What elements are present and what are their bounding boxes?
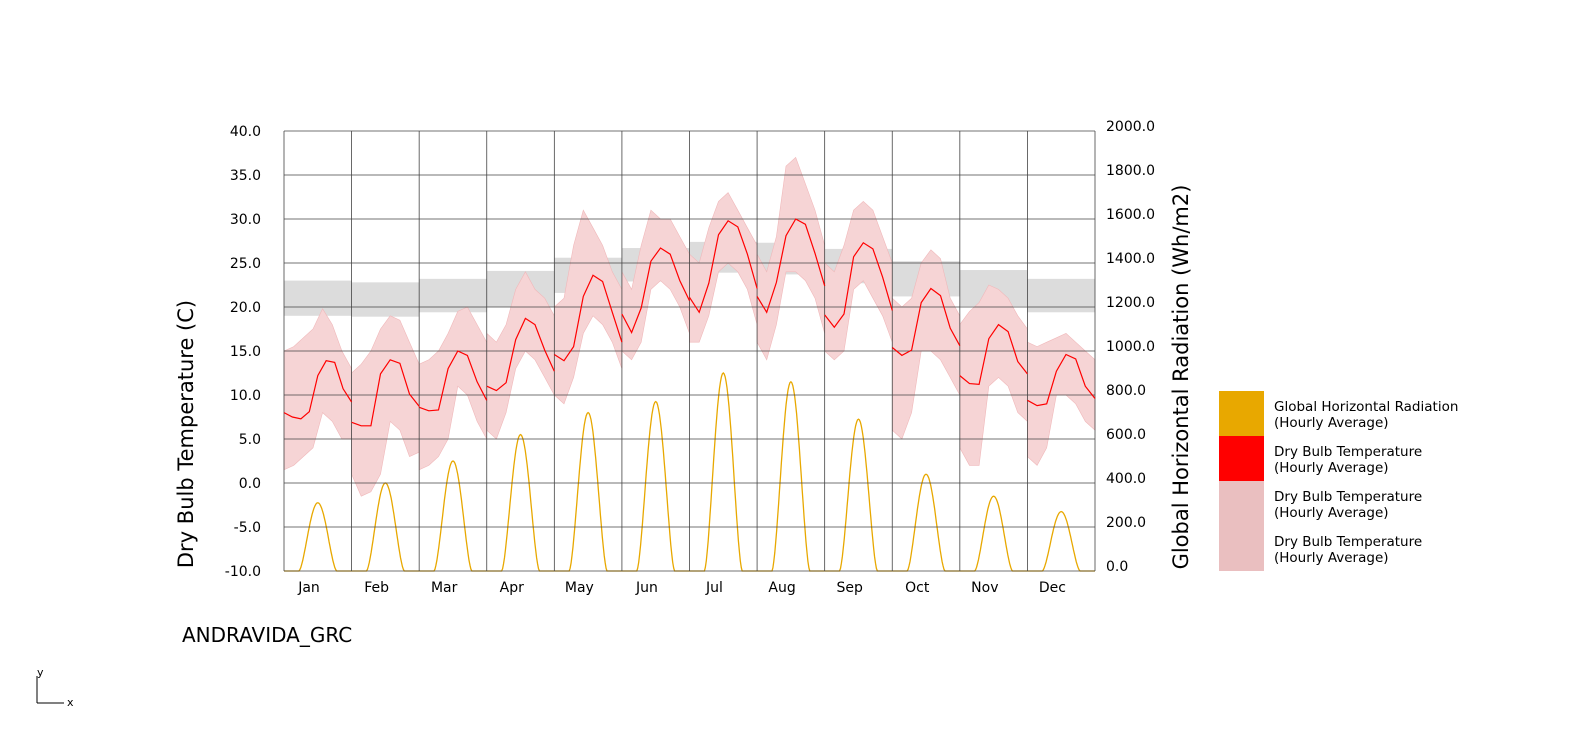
radiation-curve-oct	[892, 473, 960, 572]
x-tick-label-apr: Apr	[500, 580, 524, 596]
temperature-line-sep	[824, 241, 893, 329]
y-right-tick-label: 400.0	[1106, 471, 1146, 487]
temperature-range-dec	[1027, 333, 1096, 466]
legend-swatch	[1219, 436, 1264, 481]
axis-icon-x: x	[67, 696, 74, 709]
legend-label: Dry Bulb Temperature	[1274, 489, 1422, 505]
temperature-line-jul	[688, 219, 758, 314]
y-left-tick-label: -10.0	[225, 564, 261, 580]
y-right-tick-label: 600.0	[1106, 427, 1146, 443]
x-tick-label-jul: Jul	[705, 580, 723, 596]
legend-swatch	[1219, 481, 1264, 526]
y-right-tick-label: 1800.0	[1106, 163, 1155, 179]
radiation-curve-may	[554, 411, 622, 572]
location-label: ANDRAVIDA_GRC	[182, 623, 352, 647]
legend-label: Global Horizontal Radiation	[1274, 399, 1458, 415]
temperature-line-mar	[418, 350, 488, 412]
temperature-line-jan	[283, 360, 353, 420]
temperature-line-may	[553, 274, 623, 362]
y-right-tick-label: 1600.0	[1106, 207, 1155, 223]
x-tick-label-feb: Feb	[364, 580, 389, 596]
radiation-curve-sep	[824, 418, 893, 572]
radiation-curves	[284, 372, 1095, 572]
y-right-tick-label: 1200.0	[1106, 295, 1155, 311]
comfort-band-jan	[284, 280, 352, 316]
temperature-line-dec	[1027, 353, 1096, 407]
legend-swatch	[1219, 391, 1264, 436]
radiation-curve-nov	[959, 495, 1028, 572]
y-left-tick-label: 35.0	[230, 168, 261, 184]
y-left-tick-label: 25.0	[230, 256, 261, 272]
radiation-curve-jan	[284, 502, 352, 572]
temperature-range-nov	[959, 284, 1028, 466]
y-right-tick-label: 200.0	[1106, 515, 1146, 531]
legend-label: (Hourly Average)	[1274, 505, 1389, 521]
legend: Global Horizontal Radiation(Hourly Avera…	[1219, 391, 1458, 571]
legend-label: (Hourly Average)	[1274, 415, 1389, 431]
tick-labels: 40.0 35.0 30.0 25.0 20.0 15.0 10.0 5.0 0.0 -5.0 -1…	[225, 119, 1155, 596]
temperature-lines	[283, 218, 1096, 427]
radiation-curve-apr	[486, 433, 555, 572]
radiation-curve-jul	[689, 372, 758, 572]
legend-label: Dry Bulb Temperature	[1274, 534, 1422, 550]
temperature-range-sep	[824, 200, 893, 361]
radiation-curve-aug	[757, 380, 825, 572]
temperature-line-apr	[486, 317, 555, 392]
y-left-tick-label: 15.0	[230, 344, 261, 360]
temperature-line-oct	[891, 287, 961, 357]
y-left-tick-label: 5.0	[239, 432, 261, 448]
y-right-tick-label: 2000.0	[1106, 119, 1155, 135]
axis-icon-y: y	[37, 666, 44, 679]
x-tick-label-dec: Dec	[1039, 580, 1066, 596]
x-tick-label-may: May	[565, 580, 594, 596]
legend-label: Dry Bulb Temperature	[1274, 444, 1422, 460]
temperature-line-feb	[351, 359, 420, 427]
y-right-tick-label: 1400.0	[1106, 251, 1155, 267]
x-tick-label-aug: Aug	[768, 580, 795, 596]
temperature-range-jul	[689, 192, 758, 343]
radiation-curve-jun	[621, 400, 690, 572]
comfort-band-feb	[351, 282, 420, 317]
y-left-tick-label: -5.0	[234, 520, 261, 536]
y-right-axis-title: Global Horizontal Radiation (Wh/m2)	[1169, 185, 1193, 570]
x-tick-label-jan: Jan	[297, 580, 320, 596]
temperature-line-jun	[621, 247, 691, 334]
legend-label: (Hourly Average)	[1274, 460, 1389, 476]
x-tick-label-jun: Jun	[635, 580, 658, 596]
y-left-tick-label: 20.0	[230, 300, 261, 316]
temperature-line-aug	[756, 218, 826, 314]
x-tick-label-sep: Sep	[836, 580, 863, 596]
temperature-line-nov	[959, 323, 1028, 386]
x-tick-label-nov: Nov	[971, 580, 998, 596]
radiation-curve-dec	[1027, 510, 1095, 572]
y-left-tick-label: 40.0	[230, 124, 261, 140]
grid	[283, 130, 1096, 572]
axis-icon: y x	[36, 666, 74, 709]
y-right-tick-label: 1000.0	[1106, 339, 1155, 355]
y-left-tick-label: 30.0	[230, 212, 261, 228]
y-left-tick-label: 10.0	[230, 388, 261, 404]
x-tick-label-oct: Oct	[905, 580, 930, 596]
y-left-tick-label: 0.0	[239, 476, 261, 492]
radiation-curve-mar	[419, 460, 487, 572]
y-left-axis-title: Dry Bulb Temperature (C)	[174, 300, 198, 568]
y-right-tick-label: 0.0	[1106, 559, 1128, 575]
y-right-tick-label: 800.0	[1106, 383, 1146, 399]
temperature-range-mar	[418, 306, 487, 471]
legend-label: (Hourly Average)	[1274, 550, 1389, 566]
legend-swatch	[1219, 526, 1264, 571]
x-tick-label-mar: Mar	[431, 580, 458, 596]
temperature-range-jan	[283, 308, 352, 471]
temperature-range-feb	[351, 315, 420, 497]
temperature-range-jun	[621, 209, 690, 361]
